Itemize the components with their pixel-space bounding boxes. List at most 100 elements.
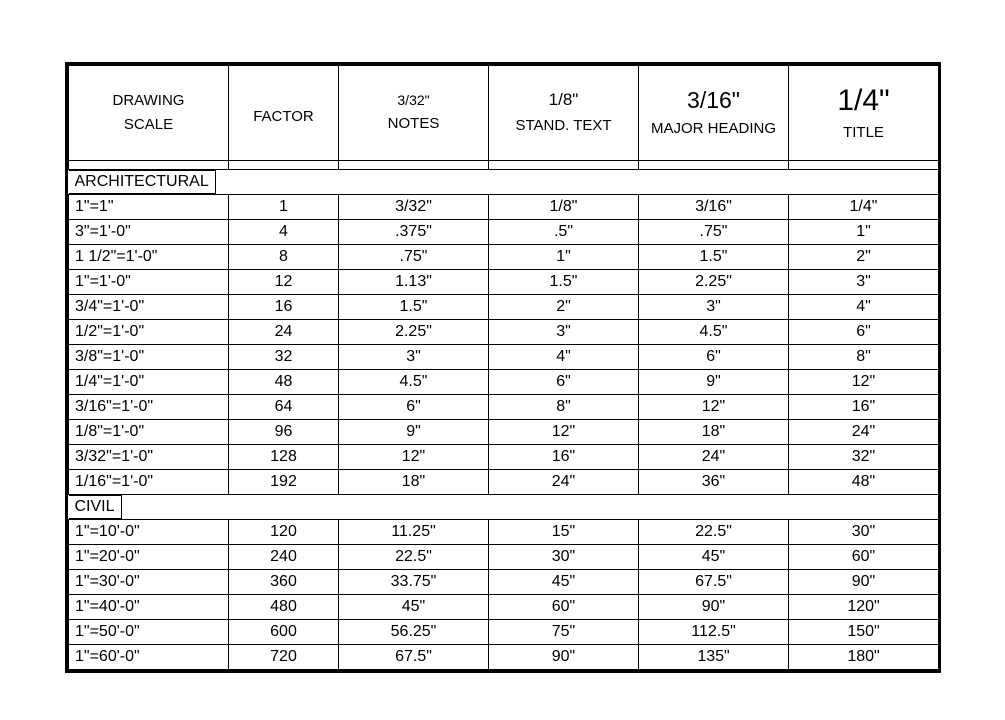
- value-cell: .5": [489, 220, 639, 245]
- section-label: CIVIL: [69, 495, 122, 519]
- value-cell: 2.25": [339, 320, 489, 345]
- scale-cell: 3/8"=1'-0": [69, 345, 229, 370]
- value-cell: 24: [229, 320, 339, 345]
- value-cell: 2": [489, 295, 639, 320]
- value-cell: 16": [489, 445, 639, 470]
- table-row: 3/16"=1'-0"646"8"12"16": [69, 395, 939, 420]
- col-header-title-top: 1/4": [791, 84, 936, 117]
- scale-cell: 1"=1": [69, 195, 229, 220]
- value-cell: 1/8": [489, 195, 639, 220]
- value-cell: 720: [229, 645, 339, 670]
- section-label-cell: ARCHITECTURAL: [69, 170, 229, 195]
- col-header-title: 1/4" TITLE: [789, 66, 939, 161]
- scale-cell: 1"=20'-0": [69, 545, 229, 570]
- table-row: 1"=50'-0"60056.25"75"112.5"150": [69, 620, 939, 645]
- table-row: 3/8"=1'-0"323"4"6"8": [69, 345, 939, 370]
- table-row: 1/2"=1'-0"242.25"3"4.5"6": [69, 320, 939, 345]
- value-cell: 1": [789, 220, 939, 245]
- value-cell: 6": [339, 395, 489, 420]
- value-cell: 56.25": [339, 620, 489, 645]
- scale-cell: 3/32"=1'-0": [69, 445, 229, 470]
- col-header-major-top: 3/16": [641, 88, 786, 113]
- value-cell: 30": [489, 545, 639, 570]
- scale-cell: 1/4"=1'-0": [69, 370, 229, 395]
- section-row: CIVIL: [69, 495, 939, 520]
- value-cell: 1/4": [789, 195, 939, 220]
- value-cell: 3": [639, 295, 789, 320]
- spacer-row: [69, 161, 939, 170]
- scale-cell: 1"=10'-0": [69, 520, 229, 545]
- table-frame: DRAWING SCALE FACTOR 3/32" NOTES 1/8" ST…: [65, 62, 941, 673]
- value-cell: 8: [229, 245, 339, 270]
- section-label-cell: CIVIL: [69, 495, 229, 520]
- spacer-cell: [789, 161, 939, 170]
- value-cell: 45": [639, 545, 789, 570]
- col-header-notes-bot: NOTES: [341, 116, 486, 133]
- value-cell: 600: [229, 620, 339, 645]
- col-header-factor: FACTOR: [229, 66, 339, 161]
- col-header-factor-bot: FACTOR: [231, 109, 336, 126]
- value-cell: 12": [339, 445, 489, 470]
- value-cell: 6": [489, 370, 639, 395]
- value-cell: 90": [639, 595, 789, 620]
- value-cell: 24": [789, 420, 939, 445]
- value-cell: 90": [789, 570, 939, 595]
- value-cell: 240: [229, 545, 339, 570]
- value-cell: 192: [229, 470, 339, 495]
- value-cell: 60": [789, 545, 939, 570]
- value-cell: 112.5": [639, 620, 789, 645]
- value-cell: 360: [229, 570, 339, 595]
- value-cell: 32: [229, 345, 339, 370]
- table-row: 1"=30'-0"36033.75"45"67.5"90": [69, 570, 939, 595]
- spacer-cell: [229, 161, 339, 170]
- spacer-cell: [489, 161, 639, 170]
- value-cell: 1.5": [489, 270, 639, 295]
- value-cell: 9": [339, 420, 489, 445]
- value-cell: .375": [339, 220, 489, 245]
- value-cell: 45": [489, 570, 639, 595]
- value-cell: 3/16": [639, 195, 789, 220]
- col-header-notes-top: 3/32": [341, 93, 486, 108]
- value-cell: 22.5": [639, 520, 789, 545]
- value-cell: 6": [639, 345, 789, 370]
- value-cell: 3": [789, 270, 939, 295]
- col-header-stand-top: 1/8": [491, 91, 636, 110]
- table-row: 1/16"=1'-0"19218"24"36"48": [69, 470, 939, 495]
- scale-cell: 1 1/2"=1'-0": [69, 245, 229, 270]
- value-cell: 2.25": [639, 270, 789, 295]
- scale-cell: 3/4"=1'-0": [69, 295, 229, 320]
- value-cell: 33.75": [339, 570, 489, 595]
- value-cell: 48": [789, 470, 939, 495]
- scale-cell: 1"=30'-0": [69, 570, 229, 595]
- col-header-major: 3/16" MAJOR HEADING: [639, 66, 789, 161]
- value-cell: 32": [789, 445, 939, 470]
- value-cell: 4.5": [339, 370, 489, 395]
- value-cell: 135": [639, 645, 789, 670]
- scale-cell: 1"=40'-0": [69, 595, 229, 620]
- value-cell: 128: [229, 445, 339, 470]
- value-cell: 1: [229, 195, 339, 220]
- table-row: 1"=60'-0"72067.5"90"135"180": [69, 645, 939, 670]
- col-header-major-bot: MAJOR HEADING: [641, 121, 786, 138]
- section-rest-cell: [229, 170, 939, 195]
- section-rest-cell: [229, 495, 939, 520]
- value-cell: 480: [229, 595, 339, 620]
- spacer-cell: [639, 161, 789, 170]
- value-cell: 8": [789, 345, 939, 370]
- table-row: 1"=1"13/32"1/8"3/16"1/4": [69, 195, 939, 220]
- value-cell: 15": [489, 520, 639, 545]
- value-cell: 4": [489, 345, 639, 370]
- value-cell: 12": [489, 420, 639, 445]
- value-cell: 1.5": [639, 245, 789, 270]
- value-cell: 12": [789, 370, 939, 395]
- value-cell: 3": [339, 345, 489, 370]
- page: DRAWING SCALE FACTOR 3/32" NOTES 1/8" ST…: [0, 0, 1005, 720]
- col-header-title-bot: TITLE: [791, 125, 936, 142]
- scale-table: DRAWING SCALE FACTOR 3/32" NOTES 1/8" ST…: [68, 65, 939, 670]
- value-cell: 48: [229, 370, 339, 395]
- scale-cell: 1"=1'-0": [69, 270, 229, 295]
- table-header-row: DRAWING SCALE FACTOR 3/32" NOTES 1/8" ST…: [69, 66, 939, 161]
- value-cell: 24": [639, 445, 789, 470]
- value-cell: 24": [489, 470, 639, 495]
- value-cell: 1.13": [339, 270, 489, 295]
